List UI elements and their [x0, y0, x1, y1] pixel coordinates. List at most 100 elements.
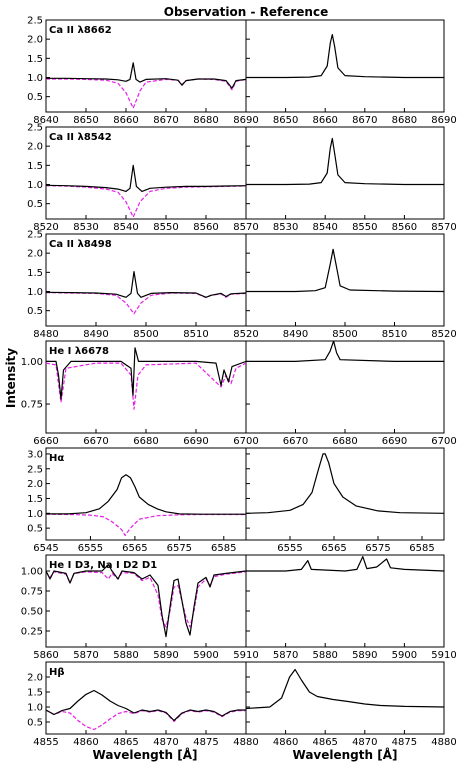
- x-tick-label-right: 8530: [273, 222, 298, 233]
- y-tick-label: 1.0: [27, 73, 43, 84]
- panel-1: 0.5 1.0 1.5 2.0 2.5 8640 8650 8660 8670 8680 8690 8…: [27, 16, 457, 127]
- observation-line-left: [46, 271, 246, 298]
- observation-line-left: [46, 164, 246, 192]
- x-tick-label-right: 8510: [382, 329, 407, 340]
- observation-line-right: [246, 33, 444, 79]
- x-tick-label-left: 5870: [73, 650, 98, 661]
- x-axis-label-right: Wavelength [Å]: [293, 747, 398, 762]
- x-tick-label-right: 4870: [352, 737, 377, 748]
- reference-line-left: [46, 362, 246, 410]
- x-axis-label-left: Wavelength [Å]: [93, 747, 198, 762]
- y-tick-label: 1.0: [27, 509, 43, 520]
- x-tick-label-left: 4860: [73, 737, 98, 748]
- y-tick-label: 0.25: [21, 627, 43, 638]
- x-tick-label-left: 6690: [183, 436, 208, 447]
- x-tick-label-right: 8650: [273, 115, 298, 126]
- panel-label: Hα: [49, 453, 64, 464]
- x-tick-label-left: 8520: [33, 222, 58, 233]
- x-tick-label-right: 6565: [321, 543, 346, 554]
- x-tick-label-right: 8500: [332, 329, 357, 340]
- panel-label: Ca II λ8662: [49, 25, 112, 36]
- x-tick-label-left: 8550: [153, 222, 178, 233]
- x-tick-label-right: 8560: [392, 222, 417, 233]
- observation-line-right: [246, 137, 444, 186]
- x-tick-label-right: 6690: [382, 436, 407, 447]
- y-tick-label: 1.5: [27, 161, 43, 172]
- panel-label: He I D3, Na I D2 D1: [49, 560, 157, 571]
- x-tick-label-left: 8490: [83, 329, 108, 340]
- panel-frame: [45, 233, 445, 327]
- x-tick-label-right: 5880: [312, 650, 337, 661]
- x-tick-label-left: 6565: [122, 543, 147, 554]
- panel-frame: [45, 340, 445, 434]
- x-tick-label-left: 6700: [233, 436, 258, 447]
- x-tick-label-left: 5890: [153, 650, 178, 661]
- y-tick-label: 0.50: [21, 607, 43, 618]
- x-tick-label-right: 8690: [431, 115, 456, 126]
- panel-frame: [45, 19, 445, 113]
- x-tick-label-right: 5870: [273, 650, 298, 661]
- x-tick-label-left: 8500: [133, 329, 158, 340]
- y-tick-label: 1.00: [21, 567, 43, 578]
- x-tick-label-right: 8550: [352, 222, 377, 233]
- x-tick-label-left: 4870: [153, 737, 178, 748]
- y-tick-label: 2.5: [27, 230, 43, 241]
- x-tick-label-left: 4865: [113, 737, 138, 748]
- observation-line-right: [246, 453, 444, 514]
- x-tick-label-left: 8690: [233, 115, 258, 126]
- x-tick-label-right: 8490: [283, 329, 308, 340]
- x-tick-label-right: 5890: [352, 650, 377, 661]
- x-tick-label-left: 6585: [211, 543, 236, 554]
- x-tick-label-left: 5880: [113, 650, 138, 661]
- y-tick-label: 1.5: [27, 494, 43, 505]
- x-tick-label-left: 5910: [233, 650, 258, 661]
- panel-3: 0.5 1.0 1.5 2.0 2.5 8480 8490 8500 8510 8520 8490 8…: [27, 230, 457, 341]
- y-tick-label: 2.0: [27, 479, 43, 490]
- y-tick-label: 2.5: [27, 464, 43, 475]
- observation-line-right: [246, 668, 444, 710]
- x-tick-label-left: 6555: [78, 543, 103, 554]
- x-tick-label-left: 5860: [33, 650, 58, 661]
- y-tick-label: 1.5: [27, 268, 43, 279]
- x-tick-label-right: 6700: [431, 436, 456, 447]
- y-tick-label: 1.0: [27, 287, 43, 298]
- y-tick-label: 2.0: [27, 249, 43, 260]
- x-tick-label-right: 8670: [352, 115, 377, 126]
- reference-line-left: [46, 513, 246, 537]
- observation-line-left: [46, 62, 246, 89]
- x-tick-label-left: 5900: [193, 650, 218, 661]
- y-tick-label: 2.5: [27, 16, 43, 27]
- reference-line-left: [46, 571, 246, 628]
- x-tick-label-left: 8520: [233, 329, 258, 340]
- x-tick-label-left: 6545: [33, 543, 58, 554]
- panel-label: Ca II λ8498: [49, 239, 112, 250]
- y-tick-label: 0.5: [27, 718, 43, 729]
- observation-line-left: [46, 474, 246, 515]
- x-tick-label-left: 8660: [113, 115, 138, 126]
- y-tick-label: 2.5: [27, 123, 43, 134]
- y-tick-label: 0.5: [27, 524, 43, 535]
- y-tick-label: 1.5: [27, 54, 43, 65]
- x-tick-label-right: 8570: [431, 222, 456, 233]
- y-tick-label: 3.0: [27, 449, 43, 460]
- x-tick-label-right: 6555: [277, 543, 302, 554]
- y-tick-label: 1.5: [27, 688, 43, 699]
- y-tick-label: 0.5: [27, 92, 43, 103]
- x-tick-label-left: 6680: [133, 436, 158, 447]
- x-tick-label-right: 4875: [392, 737, 417, 748]
- x-tick-label-left: 8650: [73, 115, 98, 126]
- panel-label: Hβ: [49, 667, 65, 678]
- x-tick-label-right: 5900: [392, 650, 417, 661]
- observation-line-right: [246, 555, 444, 572]
- panel-label: Ca II λ8542: [49, 132, 112, 143]
- observation-line-left: [46, 563, 246, 638]
- y-tick-label: 0.75: [21, 400, 43, 411]
- panel-6: 0.25 0.50 0.75 1.00 5860 5870 5880 5890 5900 5910…: [21, 554, 457, 661]
- x-tick-label-left: 4855: [33, 737, 58, 748]
- panel-7: 0.5 1.0 1.5 2.0 4855 4860 4865 4870 4875 4880 4860…: [27, 661, 457, 748]
- figure-title: Observation - Reference: [164, 5, 328, 19]
- observation-line-right: [246, 248, 444, 293]
- x-tick-label-right: 4880: [431, 737, 456, 748]
